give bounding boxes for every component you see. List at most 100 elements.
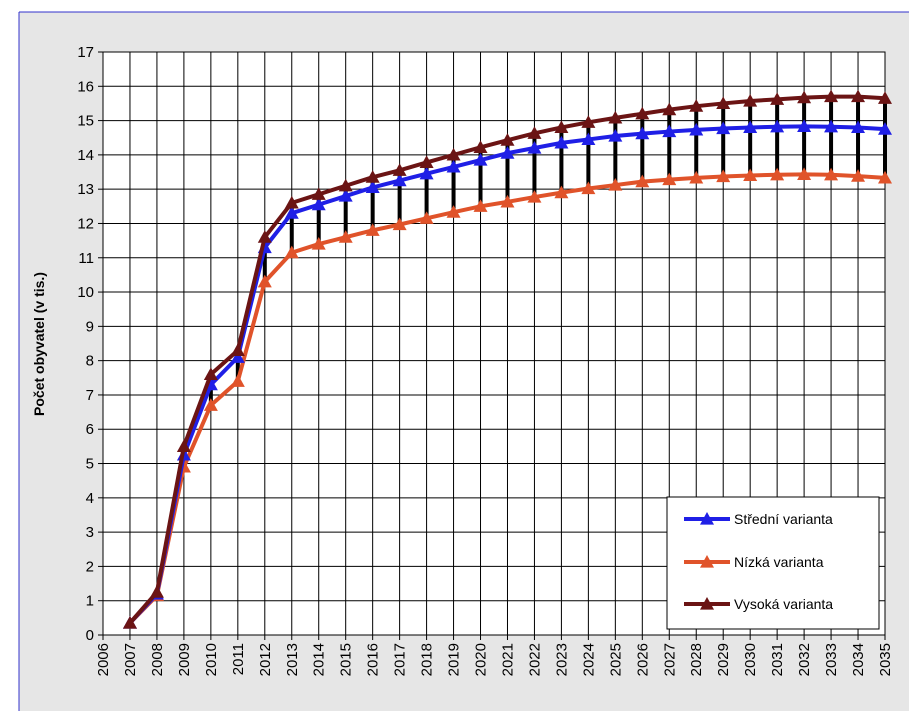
data-point [230,350,245,363]
data-point [203,398,218,411]
data-point [365,170,380,183]
data-point [365,180,380,194]
x-tick-label: 2011 [230,643,247,675]
data-point [554,135,569,149]
y-tick-label: 1 [86,593,94,610]
x-tick-label: 2007 [122,643,139,676]
data-point [797,90,812,104]
x-tick-label: 2021 [499,643,516,676]
data-point [635,106,650,120]
x-tick-label: 2018 [419,643,436,676]
x-tick-label: 2031 [769,643,786,676]
data-point [284,245,299,259]
data-point [311,237,326,250]
data-point [581,132,596,146]
data-point [635,126,650,140]
data-point [311,187,326,200]
legend-swatch-marker [700,555,714,568]
x-tick-label: 2026 [634,643,651,676]
data-point [392,163,407,176]
data-point [689,122,704,136]
data-point [473,140,488,153]
data-point [284,206,299,219]
data-point [770,167,785,181]
data-point [581,181,596,195]
y-tick-label: 7 [86,387,94,404]
y-tick-label: 11 [78,250,94,267]
data-point [608,178,623,191]
data-point [770,92,785,105]
x-tick-label: 2010 [203,643,220,676]
data-point [581,115,596,128]
data-point [743,168,758,182]
data-point [149,585,164,598]
data-point [122,615,137,629]
x-tick-label: 2028 [688,643,705,676]
legend-entry-label: Vysoká varianta [734,596,833,612]
x-tick-label: 2034 [850,643,867,676]
data-point [851,89,866,103]
x-tick-label: 2030 [742,643,759,676]
data-point [203,367,218,380]
x-tick-label: 2024 [580,643,597,676]
data-point [338,230,353,243]
data-point [500,146,515,159]
y-tick-label: 17 [77,44,94,61]
data-point [608,110,623,124]
data-point [608,129,623,142]
data-point [824,167,839,181]
data-point [554,120,569,134]
data-point [770,119,785,133]
legend-entry-label: Střední varianta [734,511,833,527]
data-point [392,217,407,231]
data-point [824,89,839,103]
data-point [554,185,569,199]
data-point [824,119,839,133]
data-point [662,124,677,138]
data-point [878,91,892,104]
data-point [473,199,488,212]
x-tick-label: 2033 [823,643,840,676]
x-tick-label: 2009 [176,643,193,676]
data-point [527,126,542,139]
data-point [419,166,434,180]
x-tick-label: 2013 [284,643,301,676]
data-point [500,133,515,146]
x-tick-label: 2016 [365,643,382,676]
x-tick-label: 2029 [715,643,732,676]
data-point [230,374,245,387]
data-point [689,99,704,112]
x-tick-label: 2023 [553,643,570,676]
data-point [365,223,380,236]
y-tick-label: 2 [86,558,94,575]
data-point [284,195,299,209]
x-tick-labels: 2006 2007 2008 2009 2010 2011 2012 2013 2014 2015… [95,635,894,676]
data-point [851,120,866,134]
data-point [662,102,677,116]
x-tick-label: 2027 [661,643,678,676]
legend-swatch-marker [700,597,714,610]
y-tick-label: 15 [77,113,94,130]
data-point [230,343,245,356]
data-point [689,170,704,184]
x-tick-label: 2025 [607,643,624,676]
y-tick-label: 16 [77,78,94,95]
legend-entry-label: Nízká varianta [734,554,824,570]
data-point [851,169,866,182]
x-tick-label: 2015 [338,643,355,676]
y-tick-label: 10 [77,284,94,301]
data-point [419,211,434,224]
data-point [176,439,191,452]
x-tick-label: 2006 [95,643,112,676]
data-point [743,120,758,134]
data-point [419,155,434,169]
x-tick-label: 2017 [392,643,409,676]
data-point [716,96,731,110]
data-point [446,205,461,218]
data-point [635,174,650,188]
legend: Střední varianta Nízká varianta Vysoká var… [666,496,880,630]
x-tick-label: 2022 [526,643,543,676]
